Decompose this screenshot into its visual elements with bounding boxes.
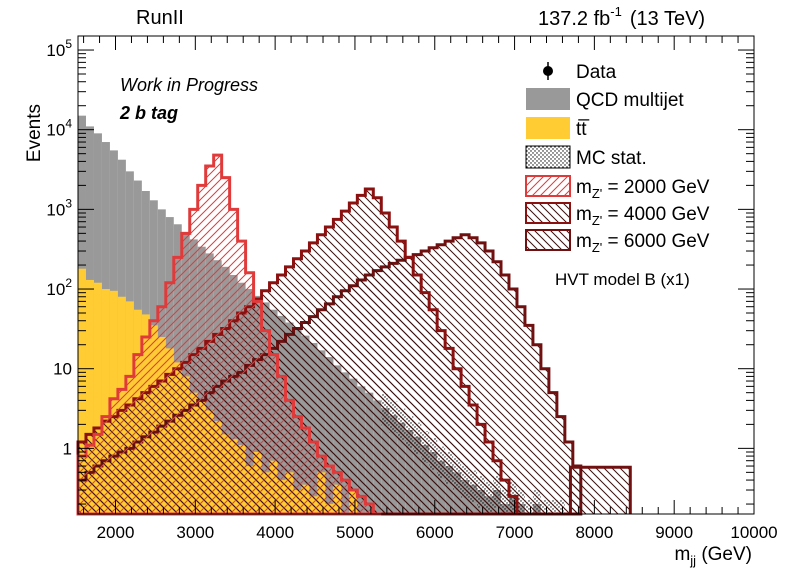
status-label: Work in Progress: [120, 75, 258, 95]
ttbar-bar: [78, 268, 86, 514]
legend-z2000-sub: Z': [592, 186, 602, 201]
legend-z4000-prefix: m: [576, 204, 592, 225]
signal-histograms: [76, 153, 632, 516]
legend-z4000-suffix: = 4000 GeV: [602, 204, 710, 225]
legend-z6000-prefix: m: [576, 231, 592, 252]
x-tick-label: 10000: [730, 523, 777, 542]
legend-z6000-swatch: [525, 229, 571, 251]
y-axis-label: Events: [24, 104, 45, 162]
y-tick-exp: 2: [65, 276, 72, 290]
y-tick-base: 10: [46, 121, 65, 140]
x-tick-label: 2000: [97, 523, 135, 542]
y-tick-base: 10: [46, 280, 65, 299]
x-axis-label-sub: jj: [689, 553, 696, 568]
legend-z4000-sub: Z': [592, 213, 602, 228]
header-lumi: 137.2 fb-1 (13 TeV): [538, 4, 705, 30]
x-tick-label: 6000: [416, 523, 454, 542]
y-tick-label: 1: [63, 439, 72, 458]
lumi-exponent: -1: [610, 4, 622, 19]
x-axis-label: mjj (GeV): [674, 544, 752, 568]
x-axis-label-main: m: [674, 544, 690, 565]
plot-frame: [77, 35, 755, 515]
legend-z2000-swatch: [525, 175, 571, 197]
y-tick-label: 105: [46, 37, 72, 60]
model-label: HVT model B (x1): [555, 270, 690, 289]
y-tick-label: 103: [46, 196, 72, 219]
legend-mcstat-label: MC stat.: [576, 148, 647, 169]
legend-z2000-prefix: m: [576, 177, 592, 198]
legend-data-marker: [543, 62, 553, 80]
legend: Data QCD multijet tt̅ MC stat. mZ' = 200…: [525, 62, 710, 255]
x-tick-label: 9000: [655, 523, 693, 542]
signal-z6000-tail-bin: [568, 465, 632, 514]
legend-z6000-label: mZ' = 6000 GeV: [576, 231, 710, 255]
x-tick-label: 4000: [256, 523, 294, 542]
y-tick-label: 102: [46, 276, 72, 299]
y-tick-label: 104: [46, 117, 72, 140]
x-tick-label: 7000: [496, 523, 534, 542]
x-tick-label: 5000: [336, 523, 374, 542]
legend-z6000-suffix: = 6000 GeV: [602, 231, 710, 252]
x-axis-label-unit: (GeV): [696, 544, 752, 565]
y-tick-label: 10: [53, 360, 72, 379]
legend-z4000-label: mZ' = 4000 GeV: [576, 204, 710, 228]
legend-z2000-label: mZ' = 2000 GeV: [576, 177, 710, 201]
y-tick-base: 10: [46, 41, 65, 60]
y-tick-exp: 4: [65, 117, 72, 131]
axes: 2000 3000 4000 5000 6000 7000 8000 9000 10000 1 10…: [46, 36, 778, 542]
legend-ttbar-label: tt̅: [576, 119, 590, 140]
x-tick-label: 3000: [176, 523, 214, 542]
tag-label: 2 b tag: [119, 103, 178, 123]
legend-z6000-sub: Z': [592, 240, 602, 255]
y-tick-base: 10: [46, 200, 65, 219]
legend-z2000-suffix: = 2000 GeV: [602, 177, 710, 198]
legend-ttbar-swatch: [526, 117, 570, 139]
legend-z4000-swatch: [525, 202, 571, 224]
legend-mcstat-swatch: [525, 145, 571, 169]
legend-qcd-label: QCD multijet: [576, 90, 684, 111]
legend-data-label: Data: [576, 62, 617, 83]
header-left: RunII: [136, 7, 184, 29]
y-tick-exp: 3: [65, 196, 72, 210]
legend-qcd-swatch: [526, 88, 570, 110]
ttbar-bar: [85, 279, 94, 514]
x-tick-label: 8000: [575, 523, 613, 542]
lumi-energy: (13 TeV): [630, 8, 705, 30]
signal-z2000: [76, 153, 382, 516]
ttbar-bar: [101, 289, 110, 514]
y-tick-exp: 5: [65, 37, 72, 51]
lumi-value: 137.2 fb: [538, 8, 610, 30]
ttbar-bar: [93, 282, 102, 514]
